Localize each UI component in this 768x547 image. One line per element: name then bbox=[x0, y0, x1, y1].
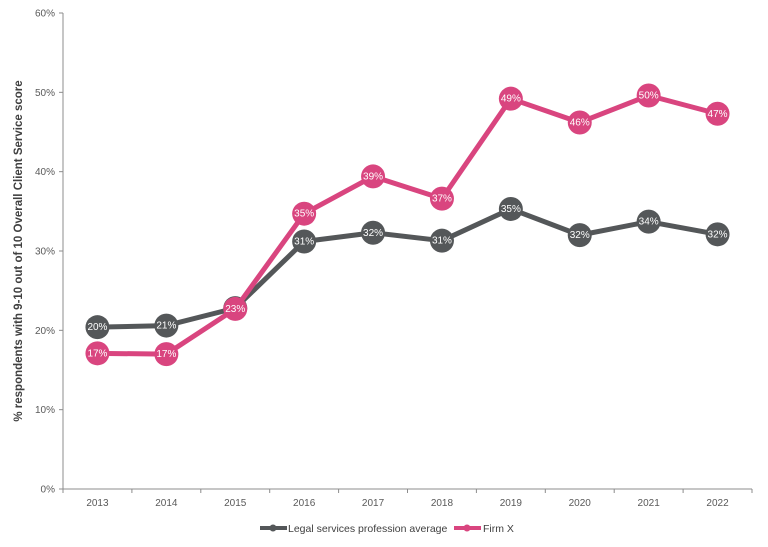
data-point-marker[interactable] bbox=[498, 86, 523, 111]
data-point-marker[interactable] bbox=[429, 228, 454, 253]
x-tick-label: 2022 bbox=[706, 498, 729, 509]
y-tick-label: 30% bbox=[35, 247, 55, 258]
x-tick-label: 2016 bbox=[293, 498, 316, 509]
data-point-marker[interactable] bbox=[498, 196, 523, 221]
series-group: 20%21%23%31%32%31%35%32%34%32%17%17%23%3… bbox=[85, 83, 730, 367]
y-tick-label: 50% bbox=[35, 88, 55, 99]
data-point-label: 32% bbox=[708, 229, 728, 240]
series-legal-average: 20% 21% 23% 31% 32% 31% 35% 32% 34% 32% bbox=[85, 196, 730, 340]
y-tick-label: 60% bbox=[35, 9, 55, 20]
y-axis-label: % respondents with 9-10 out of 10 Overal… bbox=[13, 80, 25, 421]
data-point-marker[interactable] bbox=[429, 186, 454, 211]
data-point-label: 34% bbox=[639, 217, 659, 228]
data-point-label: 37% bbox=[432, 194, 452, 205]
data-point-label: 31% bbox=[294, 236, 314, 247]
data-point-marker[interactable] bbox=[292, 229, 317, 254]
series-line bbox=[97, 206, 719, 330]
data-point-label: 35% bbox=[501, 204, 521, 215]
x-tick-label: 2013 bbox=[86, 498, 109, 509]
data-point-marker[interactable] bbox=[154, 313, 179, 338]
data-point-label: 32% bbox=[363, 228, 383, 239]
legend-label-firm-x: Firm X bbox=[483, 523, 514, 535]
data-point-marker[interactable] bbox=[85, 315, 110, 340]
legend-marker-icon bbox=[269, 524, 277, 532]
x-tick-label: 2015 bbox=[224, 498, 247, 509]
data-point-label: 39% bbox=[363, 171, 383, 182]
data-point-label: 23% bbox=[225, 304, 245, 315]
data-point-marker[interactable] bbox=[636, 209, 661, 234]
data-point-label: 21% bbox=[156, 321, 176, 332]
data-point-marker[interactable] bbox=[567, 223, 592, 248]
data-point-label: 20% bbox=[87, 322, 107, 333]
y-tick-label: 0% bbox=[41, 485, 56, 496]
data-point-marker[interactable] bbox=[567, 110, 592, 135]
data-point-marker[interactable] bbox=[705, 101, 730, 126]
data-point-marker[interactable] bbox=[361, 164, 386, 189]
data-point-marker[interactable] bbox=[223, 296, 248, 321]
series-line bbox=[97, 93, 719, 357]
x-tick-label: 2018 bbox=[431, 498, 454, 509]
data-point-marker[interactable] bbox=[85, 341, 110, 366]
legend-item-legal-average[interactable]: Legal services profession average bbox=[260, 523, 448, 535]
data-point-marker[interactable] bbox=[636, 83, 661, 108]
legend: Legal services profession average Firm X bbox=[260, 523, 514, 535]
data-point-label: 50% bbox=[639, 91, 659, 102]
data-point-label: 32% bbox=[570, 230, 590, 241]
data-point-marker[interactable] bbox=[154, 342, 179, 367]
legend-marker-icon bbox=[463, 524, 471, 532]
data-point-marker[interactable] bbox=[361, 220, 386, 245]
data-point-label: 35% bbox=[294, 209, 314, 220]
legend-item-firm-x[interactable]: Firm X bbox=[454, 523, 514, 535]
data-point-label: 46% bbox=[570, 117, 590, 128]
x-tick-label: 2020 bbox=[569, 498, 592, 509]
x-tick-label: 2019 bbox=[500, 498, 523, 509]
data-point-label: 17% bbox=[156, 349, 176, 360]
x-tick-label: 2017 bbox=[362, 498, 385, 509]
y-tick-label: 40% bbox=[35, 167, 55, 178]
data-point-marker[interactable] bbox=[292, 201, 317, 226]
data-point-label: 31% bbox=[432, 236, 452, 247]
data-point-label: 47% bbox=[708, 109, 728, 120]
legend-label-legal-average: Legal services profession average bbox=[288, 523, 448, 535]
data-point-marker[interactable] bbox=[705, 222, 730, 247]
data-point-label: 17% bbox=[87, 348, 107, 359]
x-tick-label: 2014 bbox=[155, 498, 178, 509]
y-tick-label: 10% bbox=[35, 405, 55, 416]
y-tick-label: 20% bbox=[35, 326, 55, 337]
data-point-label: 49% bbox=[501, 94, 521, 105]
y-axis-ticks: 0% 10% 20% 30% 40% 50% 60% bbox=[35, 9, 63, 496]
x-tick-label: 2021 bbox=[638, 498, 661, 509]
x-axis-ticks: 2013 2014 2015 2016 2017 2018 2019 2020 2021 2022 bbox=[62, 489, 753, 509]
series-firm-x: 17% 17% 23% 35% 39% 37% 49% 46% 50% 47% bbox=[85, 83, 730, 367]
